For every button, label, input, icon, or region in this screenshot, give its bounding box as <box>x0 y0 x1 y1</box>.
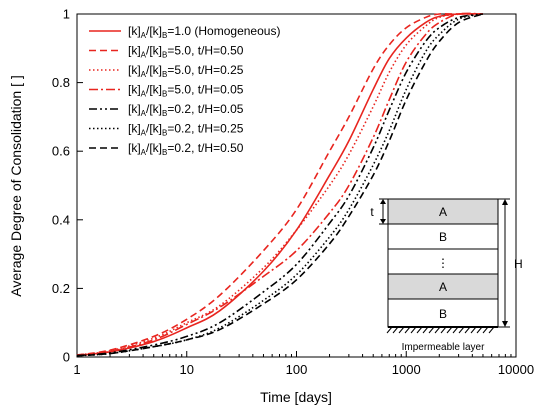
x-axis-title: Time [days] <box>260 389 332 405</box>
hatch-mark <box>416 326 423 334</box>
x-tick-label: 1000 <box>392 362 421 377</box>
hatch-mark <box>410 326 417 334</box>
legend: [k]A/[k]B=1.0 (Homogeneous) [k]A/[k]B=5.0… <box>89 24 280 157</box>
y-tick-label: 1 <box>63 7 70 22</box>
inset-label-a-fourth: A <box>439 280 447 294</box>
inset-t-arrow-down <box>380 219 386 224</box>
inset-h-arrow-up <box>502 199 508 205</box>
y-axis-ticks: 0 0.2 0.4 0.6 0.8 1 <box>52 7 83 365</box>
inset-label-b-bottom: B <box>439 307 447 321</box>
inset-layer-a-fourth <box>387 273 499 300</box>
hatch-mark <box>476 326 483 334</box>
series-line-4 <box>76 12 483 357</box>
inset-t-arrow-up <box>380 199 386 204</box>
inset-base-label: Impermeable layer <box>402 342 485 353</box>
inset-thickness-label: t <box>370 205 374 219</box>
hatch-mark <box>446 326 453 334</box>
inset-layer-gap <box>387 248 499 275</box>
hatch-mark <box>458 326 465 334</box>
legend-label-6: [k]A/[k]B=0.2, t/H=0.25 <box>128 122 244 138</box>
x-tick-label: 10 <box>180 362 194 377</box>
hatch-mark <box>452 326 459 334</box>
hatch-mark <box>464 326 471 334</box>
y-tick-label: 0.2 <box>52 281 70 296</box>
hatch-mark <box>428 326 435 334</box>
y-tick-label: 0.6 <box>52 144 70 159</box>
inset-ellipsis: ⋮ <box>437 256 449 270</box>
legend-label-4: [k]A/[k]B=5.0, t/H=0.05 <box>128 83 244 99</box>
hatch-mark <box>440 326 447 334</box>
hatch-mark <box>470 326 477 334</box>
inset-layer-b-bottom <box>387 298 499 328</box>
x-tick-label: 1 <box>73 362 80 377</box>
legend-label-1: [k]A/[k]B=1.0 (Homogeneous) <box>128 24 280 40</box>
legend-label-7: [k]A/[k]B=0.2, t/H=0.50 <box>128 141 244 157</box>
series-line-3 <box>76 12 483 356</box>
legend-label-2: [k]A/[k]B=5.0, t/H=0.50 <box>128 44 244 60</box>
legend-label-3: [k]A/[k]B=5.0, t/H=0.25 <box>128 63 244 79</box>
inset-label-a-top: A <box>439 205 447 219</box>
inset-height-label: H <box>514 257 523 271</box>
x-tick-label: 10000 <box>498 362 534 377</box>
inset-base-hatching <box>386 326 495 334</box>
hatch-mark <box>398 326 405 334</box>
y-axis-title: Average Degree of Consolidation [ ] <box>8 75 24 297</box>
y-tick-label: 0 <box>63 350 70 365</box>
hatch-mark <box>422 326 429 334</box>
x-tick-label: 100 <box>286 362 308 377</box>
hatch-mark <box>488 326 495 334</box>
series-line-7 <box>76 13 484 357</box>
legend-label-5: [k]A/[k]B=0.2, t/H=0.05 <box>128 102 244 118</box>
x-axis-ticks: 1 10 100 1000 10000 <box>73 351 534 377</box>
series-line-1 <box>76 13 483 357</box>
hatch-mark <box>386 326 393 334</box>
hatch-mark <box>392 326 399 334</box>
hatch-mark <box>434 326 441 334</box>
soil-profile-inset: A B ⋮ A B t H Impermeable layer <box>370 198 523 353</box>
y-tick-label: 0.8 <box>52 75 70 90</box>
series-line-5 <box>76 13 484 357</box>
hatch-mark <box>482 326 489 334</box>
series-line-2 <box>76 12 483 356</box>
inset-h-arrow-down <box>502 321 508 327</box>
series-layer <box>76 12 484 357</box>
inset-label-b-second: B <box>439 230 447 244</box>
inset-layer-a-top <box>387 198 499 225</box>
y-tick-label: 0.4 <box>52 212 70 227</box>
inset-layer-b-second <box>387 223 499 250</box>
hatch-mark <box>404 326 411 334</box>
